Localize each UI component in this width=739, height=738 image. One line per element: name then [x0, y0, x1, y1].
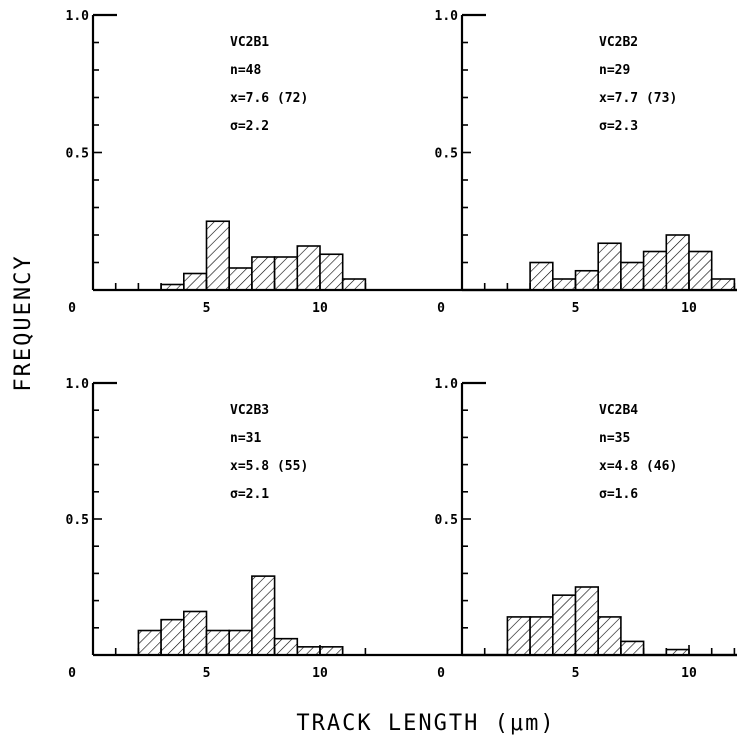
x-tick-label: 10 — [681, 666, 697, 681]
x-tick-label: 10 — [312, 301, 328, 316]
histogram-bar — [183, 272, 208, 291]
histogram-bar — [597, 616, 622, 656]
panel-annotation: σ=2.2 — [230, 119, 269, 134]
histogram-bar — [296, 646, 321, 656]
histogram-bar — [665, 234, 690, 291]
histogram-bar — [506, 616, 531, 656]
histogram-bar — [228, 267, 253, 291]
histogram-bar — [205, 629, 231, 656]
histogram-bar — [273, 256, 299, 291]
y-tick-label: 0 — [68, 666, 76, 681]
y-tick-label: 1.0 — [435, 9, 459, 24]
histogram-bar — [642, 250, 668, 291]
panel-annotation: n=35 — [599, 431, 630, 446]
panel-annotation: σ=2.3 — [599, 119, 638, 134]
histogram-bar — [620, 261, 645, 291]
histogram-bar — [251, 256, 276, 291]
histogram-bar — [341, 278, 367, 291]
panel-annotation: x=7.7 (73) — [599, 91, 677, 106]
panel-annotation: VC2B2 — [599, 35, 638, 50]
histogram-panel-1: 0 0.5 1.0 5 10 VC2B1 n=48 x=7.6 (72) σ=2.2 — [66, 9, 737, 316]
y-axis-label: FREQUENCY — [11, 254, 36, 391]
x-tick-label: 5 — [572, 301, 580, 316]
histogram-bar — [160, 618, 185, 656]
histogram-bar — [205, 220, 231, 291]
panel-annotation: x=5.8 (55) — [230, 459, 308, 474]
histogram-panel-2: 0 0.5 1.0 5 10 VC2B2 n=29 x=7.7 (73) σ=2.3 — [435, 9, 737, 316]
y-tick-label: 1.0 — [66, 377, 90, 392]
histogram-bar — [273, 637, 299, 656]
x-tick-label: 5 — [572, 666, 580, 681]
histogram-bar — [620, 640, 645, 656]
histogram-bar — [551, 594, 577, 656]
panel-annotation: σ=2.1 — [230, 487, 269, 502]
panel-annotation: VC2B4 — [599, 403, 638, 418]
histogram-bar — [529, 261, 554, 291]
x-tick-label: 5 — [203, 666, 211, 681]
histogram-bar — [574, 269, 600, 291]
y-tick-label: 0 — [437, 666, 445, 681]
y-tick-label: 0 — [437, 301, 445, 316]
x-tick-label: 5 — [203, 301, 211, 316]
y-tick-label: 1.0 — [66, 9, 90, 24]
histogram-bar — [688, 250, 713, 291]
histogram-bar — [710, 278, 736, 291]
x-tick-label: 10 — [681, 301, 697, 316]
histogram-bar — [319, 646, 344, 656]
histogram-bar — [228, 629, 253, 656]
panel-annotation: VC2B1 — [230, 35, 269, 50]
histogram-bar — [551, 278, 577, 291]
histogram-bar — [319, 253, 344, 291]
histogram-bar — [529, 616, 554, 656]
histogram-bar — [296, 245, 321, 291]
panel-annotation: σ=1.6 — [599, 487, 638, 502]
histogram-bar — [574, 586, 600, 656]
panel-annotation: n=31 — [230, 431, 261, 446]
y-tick-label: 0 — [68, 301, 76, 316]
y-tick-label: 0.5 — [66, 147, 89, 162]
x-axis-label: TRACK LENGTH (μm) — [296, 711, 555, 736]
panel-annotation: n=48 — [230, 63, 261, 78]
y-tick-label: 1.0 — [435, 377, 459, 392]
histogram-panel-3: 0 0.5 1.0 5 10 VC2B3 n=31 x=5.8 (55) σ=2.1 — [66, 377, 737, 681]
histogram-bar — [597, 242, 622, 291]
histogram-panel-4: 0 0.5 1.0 5 10 VC2B4 n=35 x=4.8 (46) σ=1.6 — [435, 377, 737, 681]
y-tick-label: 0.5 — [435, 513, 458, 528]
histogram-bar — [251, 575, 276, 656]
y-tick-label: 0.5 — [66, 513, 89, 528]
histogram-bar — [183, 610, 208, 656]
histogram-bar — [137, 629, 162, 656]
panel-annotation: VC2B3 — [230, 403, 269, 418]
x-tick-label: 10 — [312, 666, 328, 681]
y-tick-label: 0.5 — [435, 147, 458, 162]
panel-annotation: x=4.8 (46) — [599, 459, 677, 474]
panel-annotation: n=29 — [599, 63, 630, 78]
panel-annotation: x=7.6 (72) — [230, 91, 308, 106]
